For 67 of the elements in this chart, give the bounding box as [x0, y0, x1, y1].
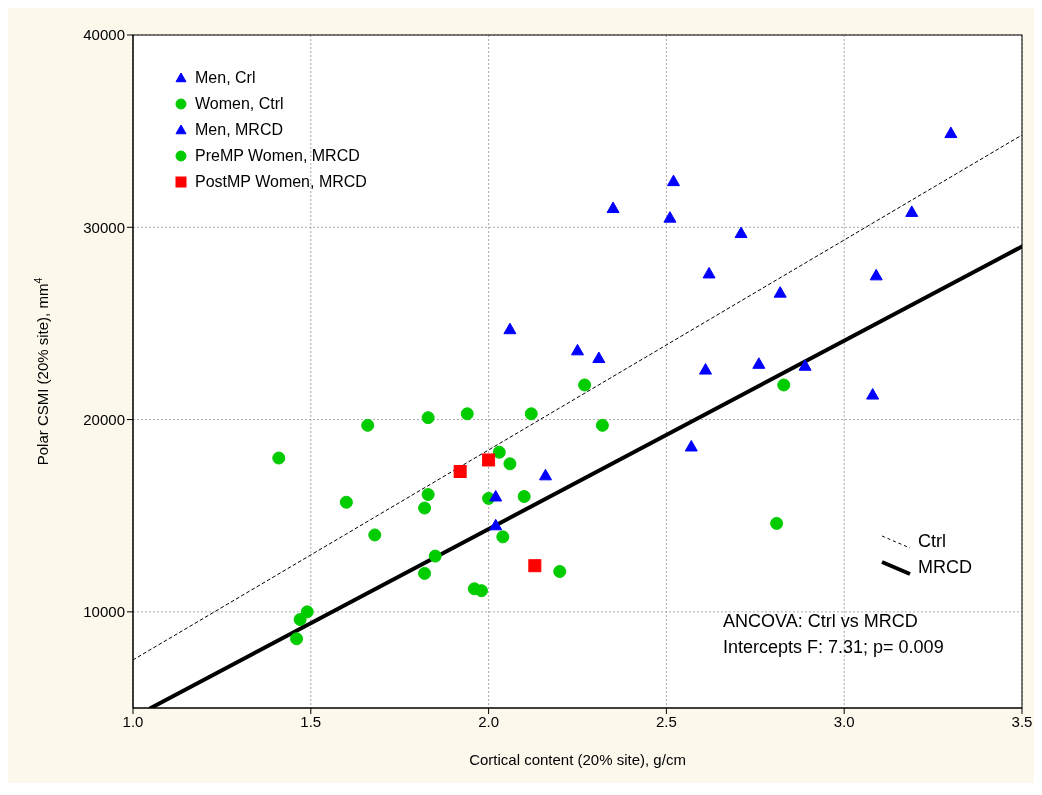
point: [489, 518, 503, 531]
point: [339, 495, 353, 509]
point: [474, 584, 488, 598]
legend-label: Ctrl: [918, 530, 946, 553]
point: [539, 468, 552, 481]
point: [773, 286, 787, 298]
y-tick-label: 10000: [83, 603, 125, 621]
point: [798, 359, 812, 371]
y-tick-label: 30000: [83, 218, 125, 236]
point: [418, 566, 432, 580]
point: [866, 388, 880, 400]
point: [503, 322, 517, 335]
point: [553, 564, 567, 578]
point: [869, 268, 883, 281]
point: [503, 457, 517, 471]
y-tick-label: 20000: [83, 410, 125, 428]
point: [418, 501, 432, 515]
point: [492, 445, 506, 459]
legend-label: MRCD: [918, 556, 972, 579]
annotation: Intercepts F: 7.31; p= 0.009: [723, 636, 944, 659]
annotation: ANCOVA: Ctrl vs MRCD: [723, 610, 919, 633]
x-axis-title: Cortical content (20% site), g/cm: [469, 751, 686, 768]
point: [517, 489, 531, 503]
point: [272, 451, 286, 465]
point: [460, 407, 474, 421]
point: [524, 407, 538, 421]
point: [905, 205, 919, 217]
point: [428, 549, 442, 563]
point: [606, 201, 620, 214]
point: [290, 632, 304, 646]
point: [702, 266, 716, 279]
legend-label: Men, Crl: [195, 68, 256, 88]
legend-label: PreMP Women, MRCD: [195, 146, 360, 166]
x-tick-label: 2.0: [478, 712, 500, 730]
point: [421, 488, 435, 502]
legend-label: PostMP Women, MRCD: [195, 172, 367, 192]
point: [300, 605, 314, 619]
point: [482, 453, 496, 467]
point: [752, 357, 766, 369]
point: [293, 613, 307, 627]
point: [421, 411, 435, 425]
point: [770, 516, 784, 530]
point: [571, 343, 584, 356]
point: [595, 418, 609, 432]
y-tick-label: 40000: [83, 26, 125, 44]
point: [528, 559, 542, 573]
point: [496, 530, 510, 544]
legend-label: Women, Ctrl: [195, 94, 284, 114]
point: [361, 418, 375, 432]
point: [453, 464, 467, 478]
point: [578, 378, 592, 392]
point: [667, 174, 681, 187]
x-tick-label: 2.5: [655, 712, 677, 730]
point: [699, 363, 713, 375]
point: [944, 126, 958, 139]
point: [592, 351, 606, 364]
x-tick-label: 1.0: [122, 712, 144, 730]
x-tick-label: 3.0: [833, 712, 855, 730]
point: [734, 226, 748, 239]
point: [368, 528, 382, 542]
point: [684, 439, 698, 452]
x-tick-label: 3.5: [1011, 712, 1033, 730]
legend-label: Men, MRCD: [195, 120, 284, 140]
point: [489, 489, 503, 502]
x-tick-label: 1.5: [300, 712, 322, 730]
point: [663, 211, 677, 223]
point: [777, 378, 791, 392]
